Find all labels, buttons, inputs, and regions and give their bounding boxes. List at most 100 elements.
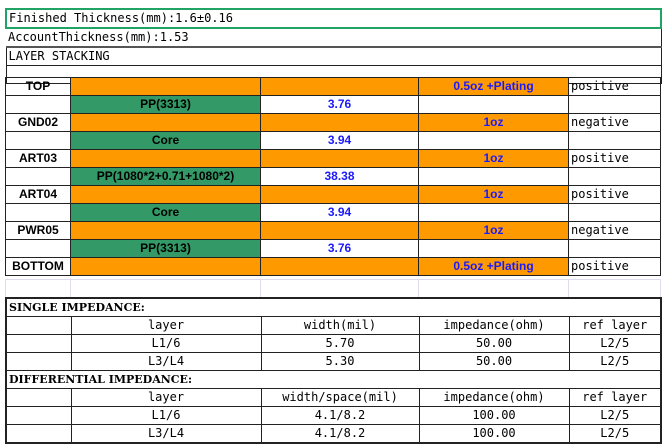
empty-cell[interactable] [5, 239, 71, 258]
empty-cell[interactable] [5, 334, 72, 353]
copper-fill-cell[interactable] [260, 185, 419, 204]
empty-cell[interactable] [568, 131, 661, 150]
thickness-cell[interactable]: 3.94 [260, 203, 419, 222]
empty-cell[interactable] [418, 95, 569, 114]
layer-name-cell[interactable]: ART03 [5, 149, 71, 168]
copper-weight-cell[interactable]: 1oz [418, 113, 569, 132]
copper-fill-cell[interactable] [70, 113, 261, 132]
layer-name-cell[interactable]: ART04 [5, 185, 71, 204]
data-cell[interactable]: L2/5 [568, 334, 662, 353]
dielectric-material-cell[interactable]: Core [70, 203, 261, 222]
data-cell[interactable]: 100.00 [418, 424, 570, 444]
empty-cell[interactable] [5, 316, 72, 335]
copper-fill-cell[interactable] [70, 77, 261, 96]
copper-fill-cell[interactable] [260, 77, 419, 96]
polarity-cell[interactable]: positive [568, 149, 661, 168]
dielectric-material-cell[interactable]: PP(3313) [70, 95, 261, 114]
data-cell[interactable]: L2/5 [568, 352, 662, 371]
thickness-cell[interactable]: 3.76 [260, 239, 419, 258]
header-block: Finished Thickness(mm):1.6±0.16 AccountT… [5, 8, 662, 84]
data-cell[interactable]: 5.70 [260, 334, 420, 353]
data-cell[interactable]: L1/6 [70, 334, 262, 353]
dielectric-material-cell[interactable]: Core [70, 131, 261, 150]
data-cell[interactable]: 100.00 [418, 406, 570, 425]
empty-cell[interactable] [5, 424, 72, 444]
empty-cell[interactable] [568, 203, 661, 222]
copper-weight-cell[interactable]: 1oz [418, 185, 569, 204]
polarity-cell[interactable]: positive [568, 185, 661, 204]
stack-row-copper: BOTTOM 0.5oz +Plating positive [5, 257, 661, 276]
empty-cell[interactable] [5, 406, 72, 425]
dielectric-material-cell[interactable]: PP(1080*2+0.71+1080*2) [70, 167, 261, 186]
empty-cell[interactable] [418, 167, 569, 186]
copper-fill-cell[interactable] [260, 221, 419, 240]
polarity-cell[interactable]: negative [568, 113, 661, 132]
polarity-cell[interactable]: negative [568, 221, 661, 240]
data-cell[interactable]: L3/L4 [70, 352, 262, 371]
polarity-cell[interactable]: positive [568, 257, 661, 276]
empty-cell[interactable] [5, 203, 71, 222]
empty-cell[interactable] [568, 95, 661, 114]
data-cell[interactable]: L2/5 [568, 406, 662, 425]
data-cell[interactable]: 5.30 [260, 352, 420, 371]
empty-cell[interactable] [568, 239, 661, 258]
copper-fill-cell[interactable] [260, 113, 419, 132]
column-header: impedance(ohm) [418, 388, 570, 407]
empty-cell[interactable] [5, 352, 72, 371]
layer-name-cell[interactable]: BOTTOM [5, 257, 71, 276]
stack-row-copper: PWR05 1oz negative [5, 221, 661, 240]
data-cell[interactable]: L1/6 [70, 406, 262, 425]
table-row: L3/L4 5.30 50.00 L2/5 [5, 352, 662, 371]
copper-fill-cell[interactable] [70, 149, 261, 168]
column-header: ref layer [568, 316, 662, 335]
layer-name-cell[interactable]: GND02 [5, 113, 71, 132]
copper-fill-cell[interactable] [70, 185, 261, 204]
spacer-row [5, 279, 661, 298]
copper-fill-cell[interactable] [70, 257, 261, 276]
stack-row-copper: ART03 1oz positive [5, 149, 661, 168]
table-row: L1/6 4.1/8.2 100.00 L2/5 [5, 406, 662, 425]
empty-cell[interactable] [5, 388, 72, 407]
empty-cell[interactable] [5, 95, 71, 114]
copper-fill-cell[interactable] [70, 221, 261, 240]
empty-cell[interactable] [418, 239, 569, 258]
layer-name-cell[interactable]: TOP [5, 77, 71, 96]
empty-cell[interactable] [568, 167, 661, 186]
copper-weight-cell[interactable]: 1oz [418, 149, 569, 168]
data-cell[interactable]: 50.00 [418, 334, 570, 353]
copper-fill-cell[interactable] [260, 149, 419, 168]
data-cell[interactable]: 50.00 [418, 352, 570, 371]
finished-thickness-cell[interactable]: Finished Thickness(mm):1.6±0.16 [5, 8, 662, 29]
thickness-cell[interactable]: 3.94 [260, 131, 419, 150]
copper-weight-cell[interactable]: 1oz [418, 221, 569, 240]
column-header: layer [70, 316, 262, 335]
copper-fill-cell[interactable] [260, 257, 419, 276]
single-header-row: layer width(mil) impedance(ohm) ref layer [5, 316, 662, 335]
stack-row-dielectric: PP(3313) 3.76 [5, 239, 661, 258]
data-cell[interactable]: 4.1/8.2 [260, 406, 420, 425]
data-cell[interactable]: L2/5 [568, 424, 662, 444]
empty-cell[interactable] [418, 131, 569, 150]
account-thickness-cell[interactable]: AccountThickness(mm):1.53 [6, 27, 662, 48]
data-cell[interactable]: 4.1/8.2 [260, 424, 420, 444]
empty-cell[interactable] [5, 131, 71, 150]
polarity-cell[interactable]: positive [568, 77, 661, 96]
section-title: LAYER STACKING [5, 46, 662, 66]
thickness-cell[interactable]: 3.76 [260, 95, 419, 114]
empty-cell[interactable] [5, 167, 71, 186]
column-header: width(mil) [260, 316, 420, 335]
copper-weight-cell[interactable]: 0.5oz +Plating [418, 257, 569, 276]
copper-weight-cell[interactable]: 0.5oz +Plating [418, 77, 569, 96]
stack-row-dielectric: Core 3.94 [5, 131, 661, 150]
dielectric-material-cell[interactable]: PP(3313) [70, 239, 261, 258]
data-cell[interactable]: L3/L4 [70, 424, 262, 444]
stack-row-dielectric: PP(3313) 3.76 [5, 95, 661, 114]
empty-cell[interactable] [418, 203, 569, 222]
thickness-cell[interactable]: 38.38 [260, 167, 419, 186]
stack-row-copper: GND02 1oz negative [5, 113, 661, 132]
column-header: ref layer [568, 388, 662, 407]
differential-impedance-title-row: DIFFERENTIAL IMPEDANCE: [5, 370, 662, 389]
differential-impedance-title: DIFFERENTIAL IMPEDANCE: [5, 370, 662, 389]
differential-header-row: layer width/space(mil) impedance(ohm) ref l… [5, 388, 662, 407]
layer-name-cell[interactable]: PWR05 [5, 221, 71, 240]
